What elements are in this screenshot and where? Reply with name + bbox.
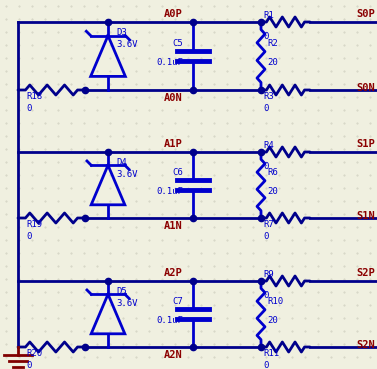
Text: S0P: S0P (356, 9, 375, 19)
Text: R7: R7 (263, 220, 274, 229)
Text: S1N: S1N (356, 211, 375, 221)
Text: D4: D4 (116, 158, 127, 167)
Text: R19: R19 (26, 220, 42, 229)
Text: 20: 20 (267, 316, 278, 325)
Text: 0: 0 (263, 361, 268, 369)
Text: A2N: A2N (164, 350, 182, 360)
Text: A0N: A0N (164, 93, 182, 103)
Text: R11: R11 (263, 349, 279, 358)
Text: 0: 0 (26, 232, 31, 241)
Text: R4: R4 (263, 141, 274, 150)
Text: 3.6V: 3.6V (116, 170, 138, 179)
Text: R3: R3 (263, 92, 274, 101)
Text: R6: R6 (267, 168, 278, 177)
Text: R9: R9 (263, 270, 274, 279)
Text: 3.6V: 3.6V (116, 40, 138, 49)
Text: 0: 0 (26, 361, 31, 369)
Text: R2: R2 (267, 39, 278, 48)
Text: 20: 20 (267, 187, 278, 196)
Text: 0.1uF: 0.1uF (156, 58, 183, 67)
Text: A0P: A0P (164, 9, 182, 19)
Text: S2N: S2N (356, 340, 375, 350)
Text: D5: D5 (116, 287, 127, 296)
Text: 0: 0 (263, 104, 268, 113)
Text: S0N: S0N (356, 83, 375, 93)
Text: A2P: A2P (164, 268, 182, 278)
Text: 0.1uF: 0.1uF (156, 187, 183, 196)
Text: S2P: S2P (356, 268, 375, 278)
Text: 0: 0 (26, 104, 31, 113)
Text: 3.6V: 3.6V (116, 299, 138, 308)
Text: 20: 20 (267, 58, 278, 67)
Text: 0: 0 (263, 32, 268, 41)
Text: 0: 0 (263, 291, 268, 300)
Text: C7: C7 (172, 297, 183, 306)
Text: D3: D3 (116, 28, 127, 37)
Text: 0.1uF: 0.1uF (156, 316, 183, 325)
Text: R1: R1 (263, 11, 274, 20)
Text: R10: R10 (267, 297, 283, 306)
Text: A1N: A1N (164, 221, 182, 231)
Text: S1P: S1P (356, 139, 375, 149)
Text: 0: 0 (263, 162, 268, 171)
Text: C5: C5 (172, 39, 183, 48)
Text: 0: 0 (263, 232, 268, 241)
Text: R20: R20 (26, 349, 42, 358)
Text: A1P: A1P (164, 139, 182, 149)
Text: C6: C6 (172, 168, 183, 177)
Text: R18: R18 (26, 92, 42, 101)
